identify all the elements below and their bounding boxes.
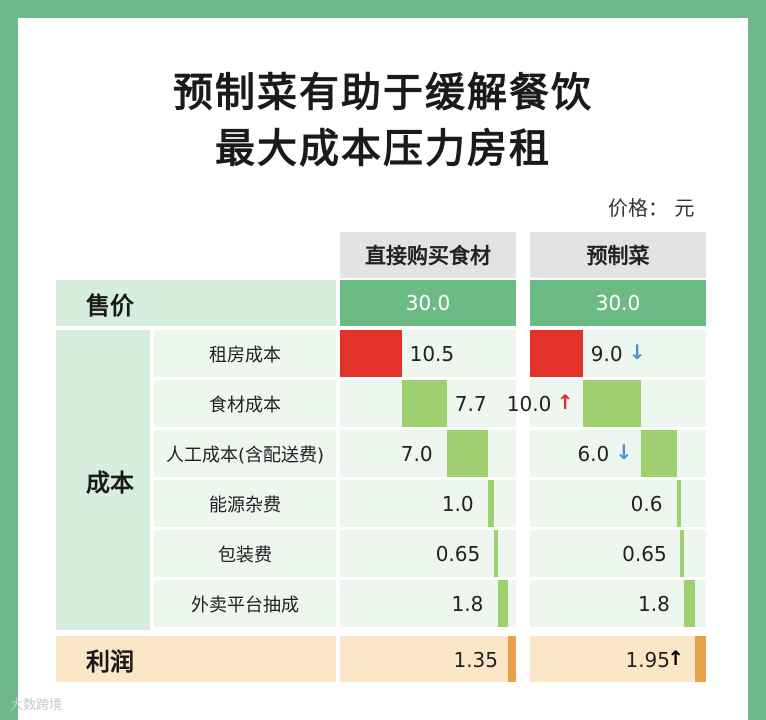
profit-bar-prepared — [694, 636, 706, 682]
cost-item-label: 外卖平台抽成 — [154, 580, 336, 627]
price-label: 售价 — [56, 280, 336, 326]
cost-item-label: 包装费 — [154, 530, 336, 577]
cost-cell — [530, 580, 706, 627]
cost-item-label: 食材成本 — [154, 380, 336, 427]
cost-cell — [340, 530, 516, 577]
profit-label: 利润 — [56, 636, 336, 682]
cost-bar — [676, 480, 681, 527]
arrow-up-icon: ↑ — [667, 646, 684, 670]
arrow-down-icon: ↓ — [628, 340, 646, 364]
profit-cell-prepared: 1.95 ↑ — [530, 636, 706, 682]
cost-bar — [582, 380, 642, 427]
profit-bar-direct — [508, 636, 516, 682]
cost-cell — [530, 530, 706, 577]
cost-bar — [493, 530, 498, 577]
arrow-down-icon: ↓ — [615, 440, 633, 464]
arrow-up-icon: ↑ — [556, 390, 574, 414]
cost-value: 0.65 — [435, 542, 481, 566]
cost-bar — [446, 430, 488, 477]
price-value-prepared: 30.0 — [530, 280, 706, 326]
title-line-2: 最大成本压力房租 — [215, 126, 551, 172]
cost-value: 7.0 — [400, 442, 433, 466]
cost-value: 1.8 — [451, 592, 484, 616]
cost-value: 6.0 — [577, 442, 610, 466]
profit-value-direct: 1.35 — [453, 648, 498, 672]
cost-label: 成本 — [56, 330, 150, 630]
cost-value: 10.0 — [506, 392, 552, 416]
column-header-prepared: 预制菜 — [530, 232, 706, 278]
cost-value: 1.0 — [441, 492, 474, 516]
cost-item-label: 租房成本 — [154, 330, 336, 377]
cost-value: 0.6 — [630, 492, 663, 516]
cost-bar — [497, 580, 509, 627]
cost-cell — [340, 480, 516, 527]
cost-bar — [401, 380, 447, 427]
title-line-1: 预制菜有助于缓解餐饮 — [173, 70, 593, 116]
cost-bar — [487, 480, 494, 527]
watermark: 大数跨境 — [10, 698, 63, 713]
cost-value: 9.0 — [590, 342, 623, 366]
cost-bar — [641, 430, 677, 477]
column-header-direct: 直接购买食材 — [340, 232, 516, 278]
cost-bar — [340, 330, 402, 377]
cost-bar — [680, 530, 685, 577]
cost-bar — [684, 580, 695, 627]
unit-label: 价格： 元 — [608, 196, 695, 220]
cost-cell — [530, 430, 706, 477]
cost-item-label: 能源杂费 — [154, 480, 336, 527]
profit-value-prepared: 1.95 — [625, 648, 670, 672]
cost-value: 10.5 — [409, 342, 455, 366]
cost-bar — [530, 330, 583, 377]
profit-cell-direct: 1.35 — [340, 636, 516, 682]
cost-value: 7.7 — [454, 392, 487, 416]
cost-value: 1.8 — [638, 592, 670, 616]
price-value-direct: 30.0 — [340, 280, 516, 326]
cost-item-label: 人工成本(含配送费) — [154, 430, 336, 477]
cost-value: 0.65 — [622, 542, 667, 566]
cost-cell — [340, 580, 516, 627]
